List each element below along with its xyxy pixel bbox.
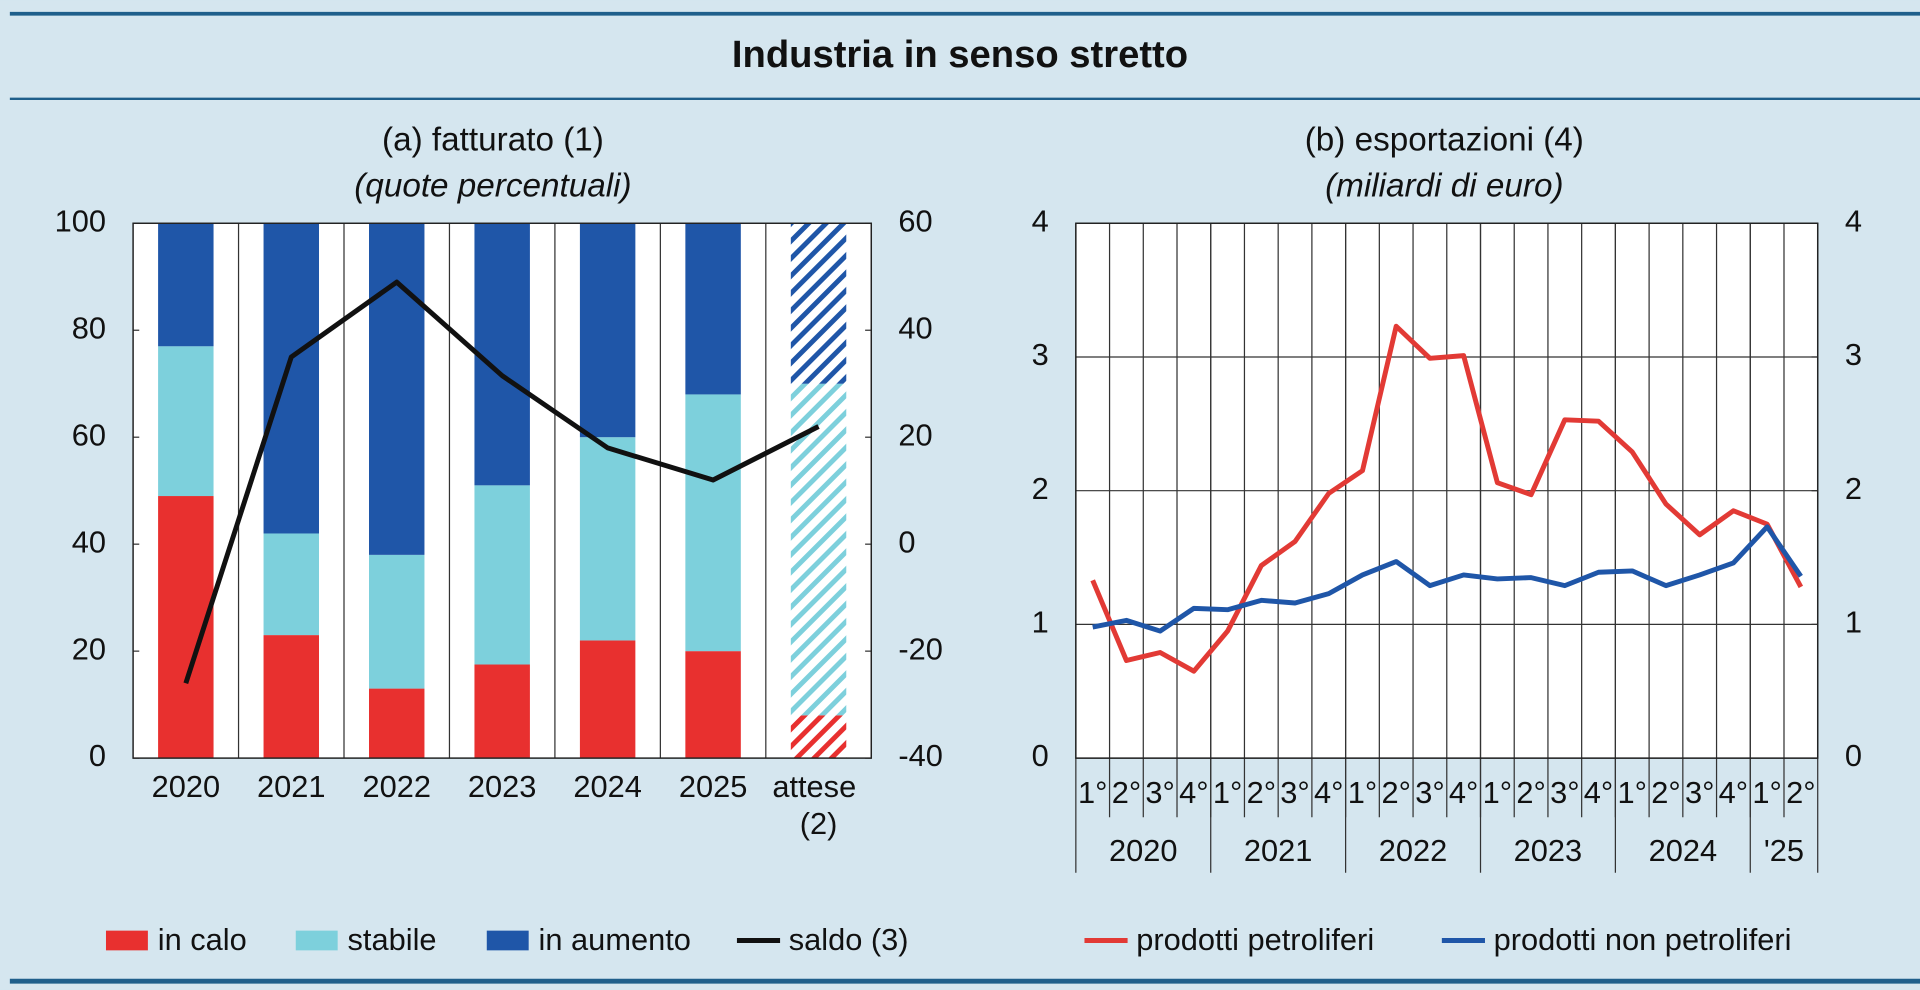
x-tick-label: 2° <box>1247 775 1276 810</box>
y-tick-label: 1 <box>1032 605 1049 640</box>
y-tick-label: 2 <box>1032 471 1049 506</box>
bar-segment <box>369 223 425 555</box>
chart-subtitle: (miliardi di euro) <box>1325 167 1563 204</box>
bar-segment <box>579 223 636 438</box>
bar-segment <box>579 640 636 759</box>
bar-segment <box>263 533 320 636</box>
bar-segment <box>685 394 741 652</box>
x-tick-label: 1° <box>1483 775 1512 810</box>
x-tick-label: 4° <box>1179 775 1208 810</box>
legend-label: saldo (3) <box>789 922 909 957</box>
legend-label: prodotti petroliferi <box>1136 922 1374 957</box>
y-tick-label: 100 <box>55 203 106 238</box>
x-tick-label: 1° <box>1348 775 1377 810</box>
chart-title: (b) esportazioni (4) <box>1305 122 1584 159</box>
bar-segment <box>685 223 741 395</box>
y2-tick-label: -20 <box>898 631 943 666</box>
x-tick-label: 2° <box>1651 775 1680 810</box>
x-tick-label: 3° <box>1415 775 1444 810</box>
x-tick-label: 2022 <box>362 769 431 804</box>
bar-segment <box>158 223 214 347</box>
x-tick-label: 1° <box>1078 775 1107 810</box>
y2-tick-label: 60 <box>898 203 932 238</box>
x-tick-label: 3° <box>1145 775 1174 810</box>
bar-segment <box>369 688 425 759</box>
x-tick-label: 4° <box>1719 775 1748 810</box>
y2-tick-label: 3 <box>1845 337 1862 372</box>
bar-segment <box>263 223 320 534</box>
year-label: '25 <box>1764 833 1804 868</box>
legend-label: in aumento <box>539 922 691 957</box>
x-tick-label: 4° <box>1314 775 1343 810</box>
year-label: 2020 <box>1109 833 1178 868</box>
y2-tick-label: 0 <box>1845 738 1862 773</box>
x-tick-label: 1° <box>1752 775 1781 810</box>
bar-segment <box>790 223 847 384</box>
bar-segment <box>474 664 530 759</box>
line-series <box>1090 323 1804 674</box>
bar-segment <box>474 223 530 486</box>
chart-subtitle: (quote percentuali) <box>354 167 631 204</box>
bar-segment <box>369 554 425 689</box>
x-tick-label: 2021 <box>257 769 326 804</box>
x-tick-label: 2020 <box>152 769 221 804</box>
x-tick-label: 2° <box>1381 775 1410 810</box>
x-tick-label: 2023 <box>468 769 537 804</box>
y-tick-label: 0 <box>89 738 106 773</box>
y2-tick-label: 4 <box>1845 203 1862 238</box>
year-label: 2022 <box>1379 833 1448 868</box>
y2-tick-label: 20 <box>898 417 932 452</box>
x-tick-label: 2025 <box>679 769 748 804</box>
x-tick-label: 1° <box>1213 775 1242 810</box>
bar-segment <box>263 635 320 759</box>
plot-frame <box>1075 222 1819 759</box>
line-series <box>1092 524 1803 634</box>
y2-tick-label: 0 <box>898 524 915 559</box>
year-label: 2024 <box>1649 833 1718 868</box>
y-tick-label: 3 <box>1032 337 1049 372</box>
y2-tick-label: 40 <box>898 310 932 345</box>
x-tick-label: 2° <box>1786 775 1815 810</box>
y-tick-label: 0 <box>1032 738 1049 773</box>
bar-segment <box>685 651 741 759</box>
bar-segment <box>474 485 530 665</box>
y-tick-label: 20 <box>72 631 106 666</box>
x-tick-label: 2° <box>1112 775 1141 810</box>
x-tick-label: 3° <box>1280 775 1309 810</box>
x-tick-label: 1° <box>1618 775 1647 810</box>
y2-tick-label: -40 <box>898 738 943 773</box>
bar-segment <box>790 715 847 759</box>
x-tick-label: 3° <box>1685 775 1714 810</box>
y-tick-label: 40 <box>72 524 106 559</box>
x-tick-label: 2024 <box>573 769 642 804</box>
y-tick-label: 60 <box>72 417 106 452</box>
y-tick-label: 80 <box>72 310 106 345</box>
figure-title: Industria in senso stretto <box>732 33 1188 76</box>
legend-swatch <box>295 930 338 951</box>
legend-label: in calo <box>158 922 247 957</box>
y2-tick-label: 1 <box>1845 605 1862 640</box>
x-tick-label: 4° <box>1584 775 1613 810</box>
year-label: 2023 <box>1514 833 1583 868</box>
plot-frame <box>132 222 873 759</box>
legend-label: stabile <box>348 922 437 957</box>
line-series <box>183 279 820 684</box>
x-tick-label: 4° <box>1449 775 1478 810</box>
bar-segment <box>579 437 636 641</box>
x-tick-label: 3° <box>1550 775 1579 810</box>
y2-tick-label: 2 <box>1845 471 1862 506</box>
chart-title: (a) fatturato (1) <box>382 122 604 159</box>
year-label: 2021 <box>1244 833 1313 868</box>
legend-swatch <box>105 930 148 951</box>
x-tick-label: 2° <box>1516 775 1545 810</box>
x-tick-label: attese (2) <box>772 769 864 841</box>
bar-segment <box>158 346 214 497</box>
y-tick-label: 4 <box>1032 203 1049 238</box>
legend-label: prodotti non petroliferi <box>1494 922 1792 957</box>
legend-swatch <box>486 930 529 951</box>
bar-segment <box>790 383 847 716</box>
